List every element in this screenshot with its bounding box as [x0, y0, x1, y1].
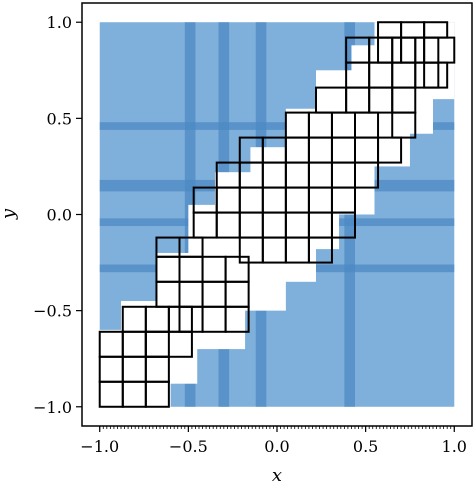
x-tick-label: −0.5 — [169, 437, 208, 456]
fill-region-layer — [99, 22, 455, 407]
x-tick-label: 1.0 — [442, 437, 467, 456]
y-axis-label: y — [0, 208, 19, 220]
horizontal-band — [99, 122, 455, 130]
partition-box — [423, 61, 449, 89]
y-tick-label: −0.5 — [33, 302, 72, 321]
x-axis-ticks: −1.0 −0.5 0.0 0.5 1.0 — [80, 426, 467, 456]
partition-box — [224, 280, 250, 308]
y-axis-ticks: −1.0 −0.5 0.0 0.5 1.0 — [33, 13, 82, 417]
partition-box — [391, 111, 417, 139]
x-tick-label: 0.0 — [264, 437, 289, 456]
partition-box — [178, 236, 204, 258]
x-tick-label: 0.5 — [353, 437, 378, 456]
box-layer — [98, 21, 456, 408]
y-tick-label: 0.0 — [47, 206, 72, 225]
partition-box — [144, 330, 193, 358]
x-tick-label: −1.0 — [80, 437, 119, 456]
partition-box — [400, 36, 426, 64]
x-axis-label: x — [272, 465, 282, 486]
y-tick-label: 1.0 — [47, 13, 72, 32]
y-tick-label: −1.0 — [33, 398, 72, 417]
partition-box — [377, 136, 403, 164]
y-tick-label: 0.5 — [47, 109, 72, 128]
